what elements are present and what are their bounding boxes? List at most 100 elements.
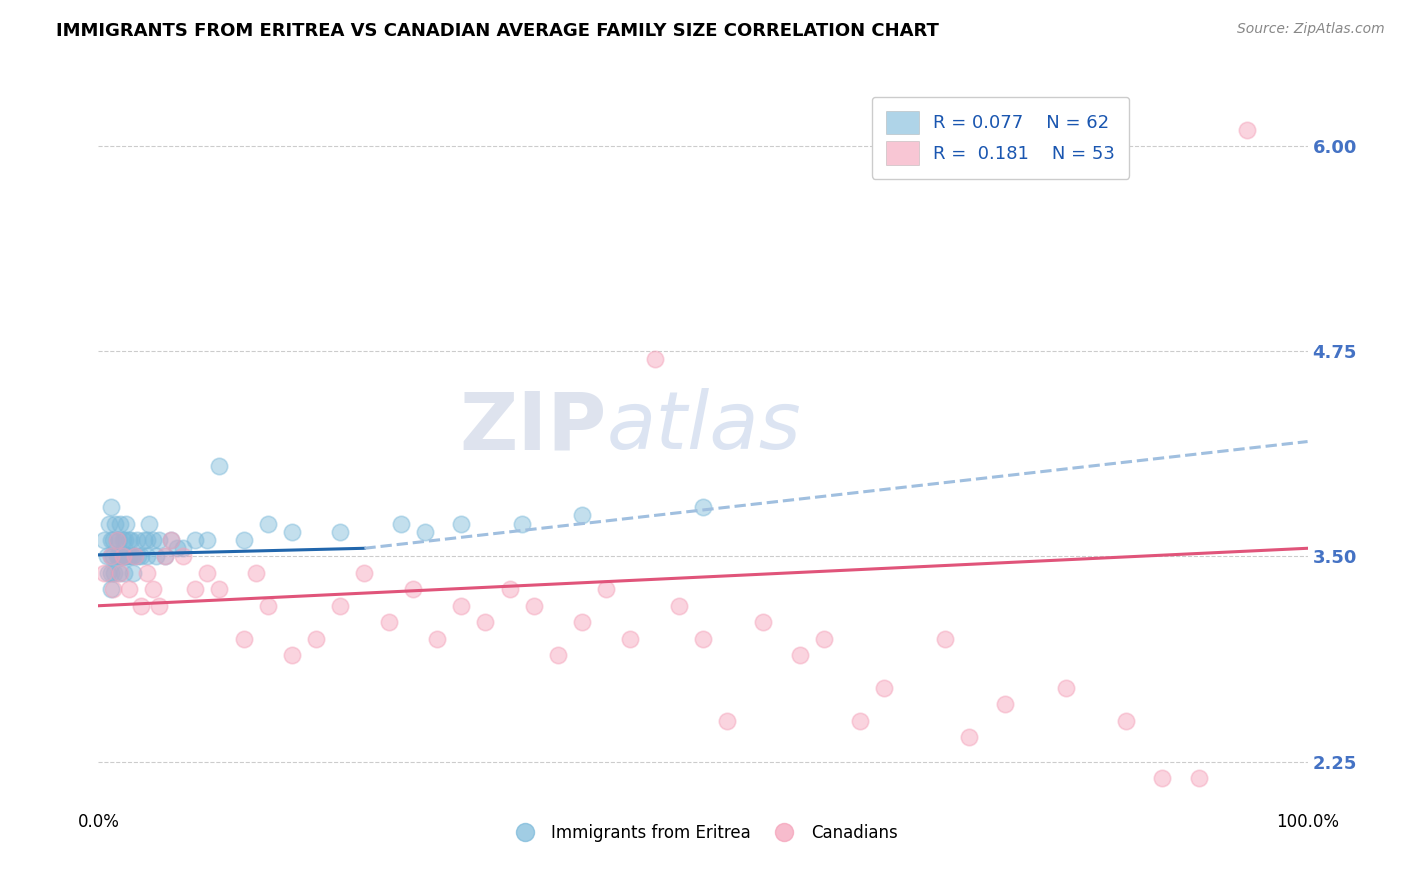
Point (100, 549, 122, 564)
Point (873, 681, 896, 695)
Point (353, 566, 375, 580)
Point (117, 549, 139, 564)
Point (595, 582, 617, 597)
Point (93, 566, 115, 580)
Point (245, 566, 267, 580)
Point (256, 599, 278, 613)
Point (934, 632, 956, 646)
Point (450, 599, 472, 613)
Point (118, 549, 141, 564)
Point (1188, 771, 1211, 785)
Point (97, 566, 120, 580)
Point (160, 533, 183, 547)
Point (108, 566, 131, 580)
Point (104, 516, 127, 531)
Point (121, 549, 143, 564)
Point (160, 533, 183, 547)
Point (153, 549, 176, 564)
Point (498, 582, 520, 597)
Point (752, 615, 775, 630)
Point (115, 516, 138, 531)
Point (129, 549, 152, 564)
Point (118, 533, 141, 547)
Point (849, 714, 872, 728)
Point (474, 615, 496, 630)
Point (789, 648, 811, 662)
Point (195, 566, 218, 580)
Point (124, 549, 146, 564)
Point (208, 582, 231, 597)
Point (232, 632, 254, 646)
Point (100, 566, 122, 580)
Point (127, 549, 149, 564)
Point (208, 459, 231, 474)
Point (120, 533, 142, 547)
Point (523, 599, 546, 613)
Point (692, 500, 714, 515)
Point (402, 582, 425, 597)
Point (114, 549, 136, 564)
Point (142, 582, 165, 597)
Point (172, 541, 194, 556)
Point (510, 516, 533, 531)
Point (329, 599, 352, 613)
Point (571, 508, 593, 523)
Point (100, 549, 122, 564)
Point (619, 632, 641, 646)
Point (111, 549, 134, 564)
Point (129, 599, 152, 613)
Point (813, 632, 835, 646)
Point (111, 549, 134, 564)
Point (110, 549, 132, 564)
Point (124, 549, 146, 564)
Point (716, 714, 738, 728)
Point (96, 549, 118, 564)
Point (105, 549, 128, 564)
Text: Source: ZipAtlas.com: Source: ZipAtlas.com (1237, 22, 1385, 37)
Point (107, 549, 129, 564)
Point (101, 533, 124, 547)
Point (1236, 122, 1258, 136)
Point (118, 549, 141, 564)
Point (112, 566, 135, 580)
Point (122, 566, 145, 580)
Point (547, 648, 569, 662)
Point (108, 533, 131, 547)
Point (377, 615, 399, 630)
Point (166, 541, 188, 556)
Point (100, 500, 122, 515)
Point (108, 549, 131, 564)
Point (105, 533, 128, 547)
Point (957, 730, 980, 744)
Point (142, 533, 165, 547)
Point (105, 533, 128, 547)
Point (692, 632, 714, 646)
Point (1152, 771, 1174, 785)
Point (571, 615, 593, 630)
Point (305, 632, 328, 646)
Point (994, 698, 1017, 712)
Point (184, 533, 207, 547)
Point (329, 524, 352, 539)
Point (127, 533, 149, 547)
Point (118, 582, 141, 597)
Point (148, 599, 170, 613)
Point (101, 582, 124, 597)
Point (93, 533, 115, 547)
Point (389, 516, 412, 531)
Point (281, 648, 304, 662)
Point (172, 549, 194, 564)
Point (281, 524, 304, 539)
Text: IMMIGRANTS FROM ERITREA VS CANADIAN AVERAGE FAMILY SIZE CORRELATION CHART: IMMIGRANTS FROM ERITREA VS CANADIAN AVER… (56, 22, 939, 40)
Point (108, 566, 131, 580)
Point (135, 533, 157, 547)
Point (184, 582, 207, 597)
Point (100, 582, 122, 597)
Point (668, 599, 690, 613)
Point (114, 533, 136, 547)
Point (153, 549, 176, 564)
Point (135, 566, 157, 580)
Point (195, 533, 218, 547)
Point (111, 533, 134, 547)
Point (256, 516, 278, 531)
